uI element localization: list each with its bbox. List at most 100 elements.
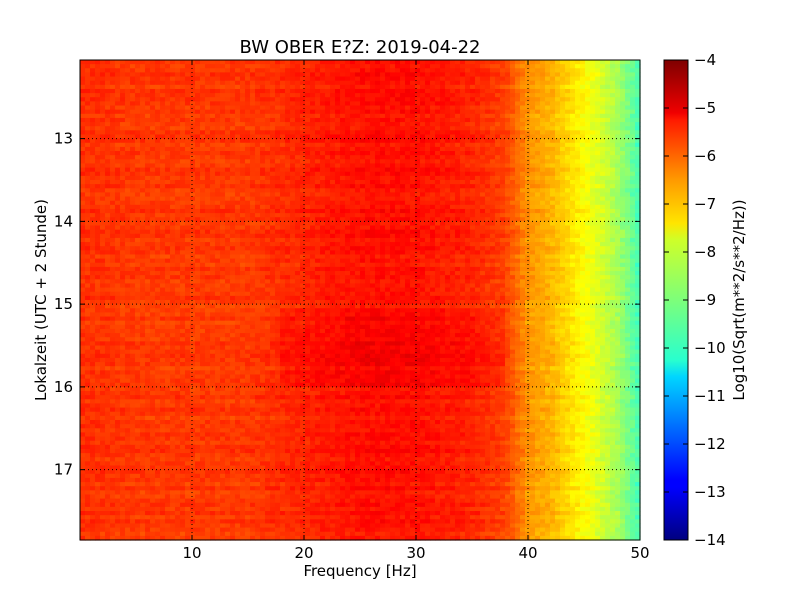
heatmap-cell bbox=[295, 93, 301, 98]
heatmap-cell bbox=[285, 188, 291, 194]
heatmap-cell bbox=[365, 155, 371, 160]
heatmap-cell bbox=[420, 237, 426, 243]
heatmap-cell bbox=[235, 175, 241, 181]
heatmap-cell bbox=[185, 196, 191, 202]
heatmap-cell bbox=[450, 171, 456, 177]
heatmap-cell bbox=[225, 138, 231, 144]
heatmap-cell bbox=[355, 122, 361, 127]
heatmap-cell bbox=[580, 217, 586, 222]
heatmap-cell bbox=[285, 180, 291, 185]
heatmap-cell bbox=[100, 88, 106, 94]
heatmap-cell bbox=[285, 229, 291, 235]
heatmap-cell bbox=[425, 146, 431, 152]
heatmap-cell bbox=[220, 105, 226, 111]
heatmap-cell bbox=[220, 204, 226, 210]
heatmap-cell bbox=[280, 151, 286, 156]
heatmap-cell bbox=[220, 64, 226, 69]
heatmap-cell bbox=[160, 188, 166, 194]
heatmap-cell bbox=[140, 171, 146, 177]
heatmap-cell bbox=[365, 84, 371, 90]
heatmap-cell bbox=[550, 208, 556, 214]
heatmap-cell bbox=[335, 213, 341, 218]
heatmap-cell bbox=[425, 105, 431, 111]
heatmap-cell bbox=[530, 142, 536, 148]
heatmap-cell bbox=[375, 88, 381, 94]
heatmap-cell bbox=[440, 151, 446, 156]
heatmap-cell bbox=[495, 155, 501, 160]
heatmap-cell bbox=[445, 184, 451, 189]
heatmap-cell bbox=[485, 60, 491, 65]
heatmap-cell bbox=[310, 221, 316, 227]
heatmap-cell bbox=[215, 175, 221, 181]
heatmap-cell bbox=[110, 184, 116, 189]
heatmap-cell bbox=[135, 175, 141, 181]
heatmap-cell bbox=[395, 113, 401, 119]
heatmap-cell bbox=[160, 93, 166, 98]
heatmap-cell bbox=[420, 221, 426, 227]
heatmap-cell bbox=[585, 105, 591, 111]
heatmap-cell bbox=[195, 72, 201, 78]
heatmap-cell bbox=[205, 171, 211, 177]
heatmap-cell bbox=[590, 167, 596, 173]
heatmap-cell bbox=[615, 93, 621, 98]
heatmap-cell bbox=[110, 101, 116, 107]
heatmap-cell bbox=[575, 126, 581, 131]
heatmap-cell bbox=[300, 64, 306, 69]
heatmap-cell bbox=[270, 64, 276, 69]
heatmap-cell bbox=[530, 146, 536, 152]
heatmap-cell bbox=[270, 146, 276, 152]
heatmap-cell bbox=[135, 159, 141, 165]
heatmap-cell bbox=[260, 126, 266, 131]
heatmap-cell bbox=[130, 188, 136, 194]
heatmap-cell bbox=[340, 163, 346, 169]
heatmap-cell bbox=[475, 113, 481, 119]
heatmap-cell bbox=[635, 188, 641, 194]
heatmap-cell bbox=[95, 68, 101, 74]
heatmap-cell bbox=[610, 221, 616, 227]
heatmap-cell bbox=[320, 97, 326, 102]
heatmap-cell bbox=[205, 221, 211, 227]
heatmap-cell bbox=[90, 237, 96, 243]
heatmap-cell bbox=[410, 196, 416, 202]
heatmap-cell bbox=[340, 237, 346, 243]
heatmap-cell bbox=[210, 76, 216, 82]
heatmap-cell bbox=[310, 188, 316, 194]
heatmap-cell bbox=[630, 138, 636, 144]
heatmap-cell bbox=[350, 134, 356, 140]
heatmap-cell bbox=[255, 117, 261, 123]
heatmap-cell bbox=[85, 105, 91, 111]
heatmap-cell bbox=[80, 204, 86, 210]
heatmap-cell bbox=[220, 76, 226, 82]
heatmap-cell bbox=[185, 146, 191, 152]
heatmap-cell bbox=[610, 200, 616, 206]
heatmap-cell bbox=[340, 180, 346, 185]
heatmap-cell bbox=[360, 122, 366, 127]
heatmap-cell bbox=[150, 213, 156, 218]
heatmap-cell bbox=[85, 192, 91, 198]
heatmap-cell bbox=[365, 76, 371, 82]
heatmap-cell bbox=[605, 200, 611, 206]
heatmap-cell bbox=[105, 117, 111, 123]
heatmap-cell bbox=[300, 84, 306, 90]
heatmap-cell bbox=[370, 217, 376, 222]
heatmap-cell bbox=[475, 109, 481, 115]
heatmap-cell bbox=[530, 80, 536, 86]
heatmap-cell bbox=[505, 80, 511, 86]
heatmap-cell bbox=[425, 97, 431, 102]
heatmap-cell bbox=[610, 159, 616, 165]
heatmap-cell bbox=[610, 113, 616, 119]
heatmap-cell bbox=[315, 105, 321, 111]
heatmap-cell bbox=[100, 167, 106, 173]
heatmap-cell bbox=[440, 142, 446, 148]
heatmap-cell bbox=[245, 155, 251, 160]
heatmap-cell bbox=[455, 217, 461, 222]
heatmap-cell bbox=[630, 192, 636, 198]
heatmap-cell bbox=[385, 84, 391, 90]
heatmap-cell bbox=[140, 60, 146, 65]
heatmap-cell bbox=[405, 213, 411, 218]
heatmap-cell bbox=[585, 113, 591, 119]
heatmap-cell bbox=[305, 192, 311, 198]
heatmap-cell bbox=[380, 138, 386, 144]
heatmap-cell bbox=[140, 84, 146, 90]
heatmap-cell bbox=[575, 171, 581, 177]
